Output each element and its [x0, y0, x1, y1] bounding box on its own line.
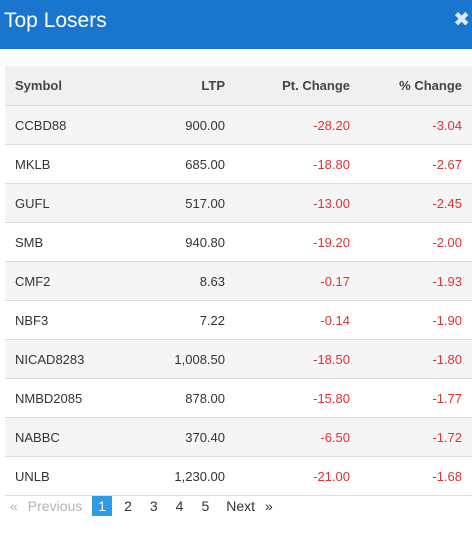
- table-row[interactable]: NABBC 370.40 -6.50 -1.72: [5, 417, 472, 457]
- ltp-cell: 7.22: [135, 300, 235, 340]
- page-3-button[interactable]: 3: [149, 498, 158, 514]
- table-row[interactable]: NBF3 7.22 -0.14 -1.90: [5, 300, 472, 340]
- table-header-row: Symbol LTP Pt. Change % Change: [5, 66, 472, 106]
- top-losers-table: Symbol LTP Pt. Change % Change CCBD88 900…: [5, 66, 472, 496]
- pct-change-cell: -1.93: [360, 261, 472, 301]
- pt-change-cell: -6.50: [235, 417, 360, 457]
- pct-change-cell: -2.45: [360, 183, 472, 223]
- table-row[interactable]: CMF2 8.63 -0.17 -1.93: [5, 261, 472, 301]
- pct-change-cell: -2.67: [360, 144, 472, 184]
- symbol-cell: CCBD88: [5, 105, 135, 145]
- table-row[interactable]: MKLB 685.00 -18.80 -2.67: [5, 144, 472, 184]
- pct-change-cell: -1.72: [360, 417, 472, 457]
- ltp-cell: 517.00: [135, 183, 235, 223]
- pt-change-cell: -15.80: [235, 378, 360, 418]
- symbol-cell: SMB: [5, 222, 135, 262]
- ltp-cell: 900.00: [135, 105, 235, 145]
- next-button[interactable]: Next: [226, 498, 256, 514]
- table-row[interactable]: UNLB 1,230.00 -21.00 -1.68: [5, 456, 472, 496]
- symbol-cell: CMF2: [5, 261, 135, 301]
- page-1-button[interactable]: 1: [92, 496, 113, 516]
- symbol-cell: NICAD8283: [5, 339, 135, 379]
- symbol-cell: MKLB: [5, 144, 135, 184]
- pct-change-cell: -1.68: [360, 456, 472, 496]
- ltp-cell: 1,230.00: [135, 456, 235, 496]
- column-header-symbol[interactable]: Symbol: [5, 66, 135, 106]
- modal-title: Top Losers: [4, 9, 107, 32]
- pct-change-cell: -1.80: [360, 339, 472, 379]
- symbol-cell: NABBC: [5, 417, 135, 457]
- next-arrow-icon[interactable]: »: [265, 498, 273, 514]
- ltp-cell: 1,008.50: [135, 339, 235, 379]
- page-2-button[interactable]: 2: [124, 498, 132, 514]
- pt-change-cell: -28.20: [235, 105, 360, 145]
- column-header-ltp[interactable]: LTP: [135, 66, 235, 106]
- pct-change-cell: -2.00: [360, 222, 472, 262]
- pct-change-cell: -1.77: [360, 378, 472, 418]
- ltp-cell: 685.00: [135, 144, 235, 184]
- previous-button: Previous: [27, 498, 83, 514]
- pct-change-cell: -1.90: [360, 300, 472, 340]
- pt-change-cell: -21.00: [235, 456, 360, 496]
- symbol-cell: GUFL: [5, 183, 135, 223]
- ltp-cell: 370.40: [135, 417, 235, 457]
- pagination: « Previous 1 2 3 4 5 Next »: [10, 496, 273, 516]
- ltp-cell: 878.00: [135, 378, 235, 418]
- table-row[interactable]: CCBD88 900.00 -28.20 -3.04: [5, 105, 472, 145]
- table-row[interactable]: NMBD2085 878.00 -15.80 -1.77: [5, 378, 472, 418]
- pt-change-cell: -0.14: [235, 300, 360, 340]
- ltp-cell: 940.80: [135, 222, 235, 262]
- page-4-button[interactable]: 4: [175, 498, 184, 514]
- pt-change-cell: -0.17: [235, 261, 360, 301]
- column-header-pt-change[interactable]: Pt. Change: [235, 66, 360, 106]
- column-header-pct-change[interactable]: % Change: [360, 66, 472, 106]
- page-5-button[interactable]: 5: [201, 498, 210, 514]
- pt-change-cell: -19.20: [235, 222, 360, 262]
- table-body: CCBD88 900.00 -28.20 -3.04 MKLB 685.00 -18.80-…: [5, 105, 472, 496]
- table-row[interactable]: SMB 940.80 -19.20 -2.00: [5, 222, 472, 262]
- modal-header: Top Losers ✖: [0, 0, 472, 49]
- table-row[interactable]: GUFL 517.00 -13.00 -2.45: [5, 183, 472, 223]
- symbol-cell: NMBD2085: [5, 378, 135, 418]
- pt-change-cell: -18.80: [235, 144, 360, 184]
- table-row[interactable]: NICAD8283 1,008.50 -18.50 -1.80: [5, 339, 472, 379]
- pct-change-cell: -3.04: [360, 105, 472, 145]
- symbol-cell: NBF3: [5, 300, 135, 340]
- symbol-cell: UNLB: [5, 456, 135, 496]
- prev-arrow-icon: «: [10, 498, 18, 514]
- close-icon[interactable]: ✖: [453, 9, 470, 31]
- ltp-cell: 8.63: [135, 261, 235, 301]
- pt-change-cell: -13.00: [235, 183, 360, 223]
- pt-change-cell: -18.50: [235, 339, 360, 379]
